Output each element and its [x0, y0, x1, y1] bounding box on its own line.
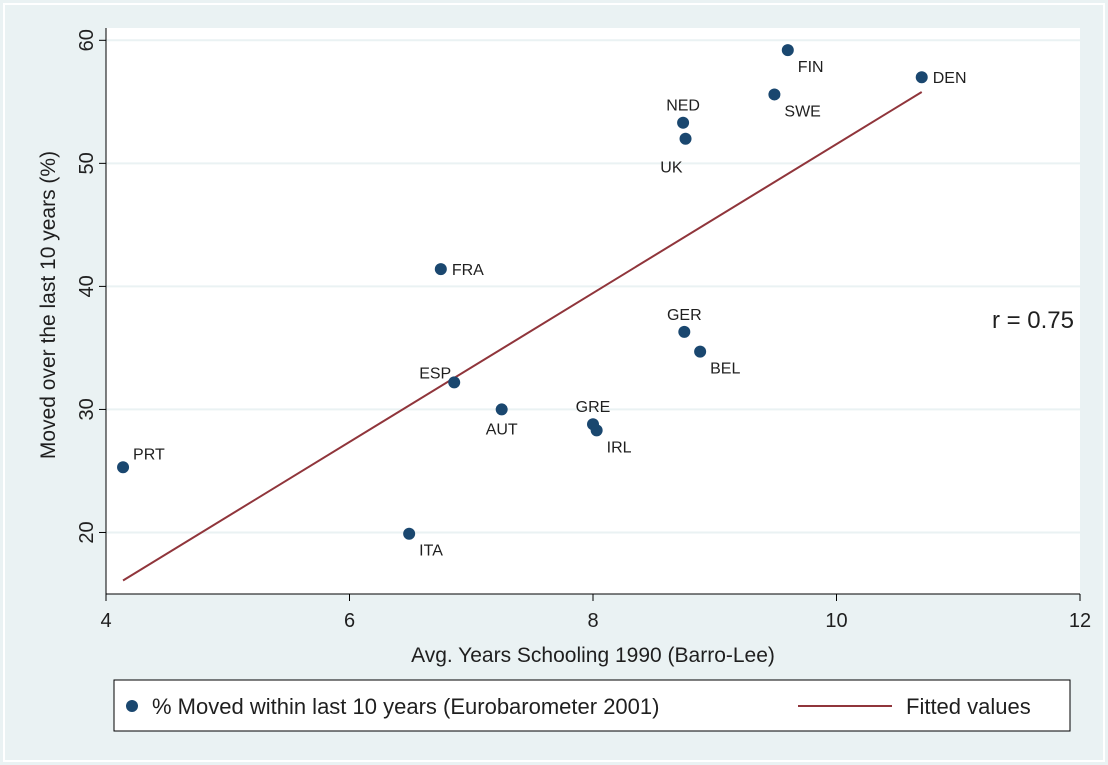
scatter-point-fra — [434, 263, 447, 276]
point-label-fra: FRA — [452, 262, 484, 279]
legend-label-fitted: Fitted values — [906, 694, 1031, 719]
point-label-den: DEN — [933, 70, 967, 87]
legend-point-marker — [126, 700, 138, 712]
x-tick-label: 12 — [1069, 610, 1091, 632]
point-label-aut: AUT — [486, 421, 518, 438]
y-tick-label: 50 — [76, 152, 98, 174]
fitted-line-layer — [122, 91, 923, 582]
point-label-ned: NED — [666, 98, 700, 115]
y-tick-label: 20 — [76, 521, 98, 543]
point-label-prt: PRT — [133, 446, 165, 463]
scatter-point-ned — [677, 116, 690, 129]
point-label-bel: BEL — [710, 361, 740, 378]
scatter-point-swe — [768, 88, 781, 101]
x-tick-label: 8 — [587, 610, 598, 632]
scatter-point-fin — [781, 44, 794, 57]
x-tick-label: 6 — [344, 610, 355, 632]
legend-label-scatter: % Moved within last 10 years (Eurobarome… — [152, 694, 659, 719]
legend: % Moved within last 10 years (Eurobarome… — [113, 679, 1071, 732]
x-axis-title: Avg. Years Schooling 1990 (Barro-Lee) — [411, 644, 775, 667]
x-axis-ticks: 4 6 8 10 12 — [100, 594, 1091, 632]
scatter-point-esp — [448, 376, 461, 389]
point-label-gre: GRE — [576, 399, 611, 416]
scatter-point-uk — [679, 132, 692, 145]
x-tick-label: 4 — [100, 610, 111, 632]
scatter-points-layer — [117, 44, 928, 540]
scatter-point-prt — [117, 461, 130, 474]
y-tick-label: 40 — [76, 275, 98, 297]
point-label-esp: ESP — [419, 365, 451, 382]
scatter-point-irl — [590, 424, 603, 437]
scatter-point-aut — [495, 403, 508, 416]
point-labels-layer: PRT ITA FRA ESP AUT GRE IRL NED UK GER BEL SWE FIN DE… — [133, 59, 966, 560]
y-tick-label: 30 — [76, 398, 98, 420]
y-axis-ticks: 20 30 40 50 60 — [76, 29, 106, 544]
point-label-fin: FIN — [798, 59, 824, 76]
point-label-swe: SWE — [784, 103, 820, 120]
scatter-point-den — [915, 71, 928, 84]
plot-area — [106, 28, 1080, 594]
legend-box — [113, 679, 1071, 732]
point-label-irl: IRL — [607, 439, 632, 456]
point-label-ita: ITA — [419, 543, 443, 560]
scatter-point-ger — [678, 325, 691, 338]
point-label-uk: UK — [660, 160, 683, 177]
gridlines — [106, 39, 1080, 534]
y-axis-title: Moved over the last 10 years (%) — [37, 151, 60, 459]
correlation-annotation: r = 0.75 — [992, 307, 1074, 334]
scatter-point-ita — [403, 527, 416, 540]
x-tick-label: 10 — [825, 610, 847, 632]
point-label-ger: GER — [667, 307, 702, 324]
fitted-line — [122, 91, 923, 582]
y-tick-label: 60 — [76, 29, 98, 51]
scatter-point-bel — [694, 345, 707, 358]
